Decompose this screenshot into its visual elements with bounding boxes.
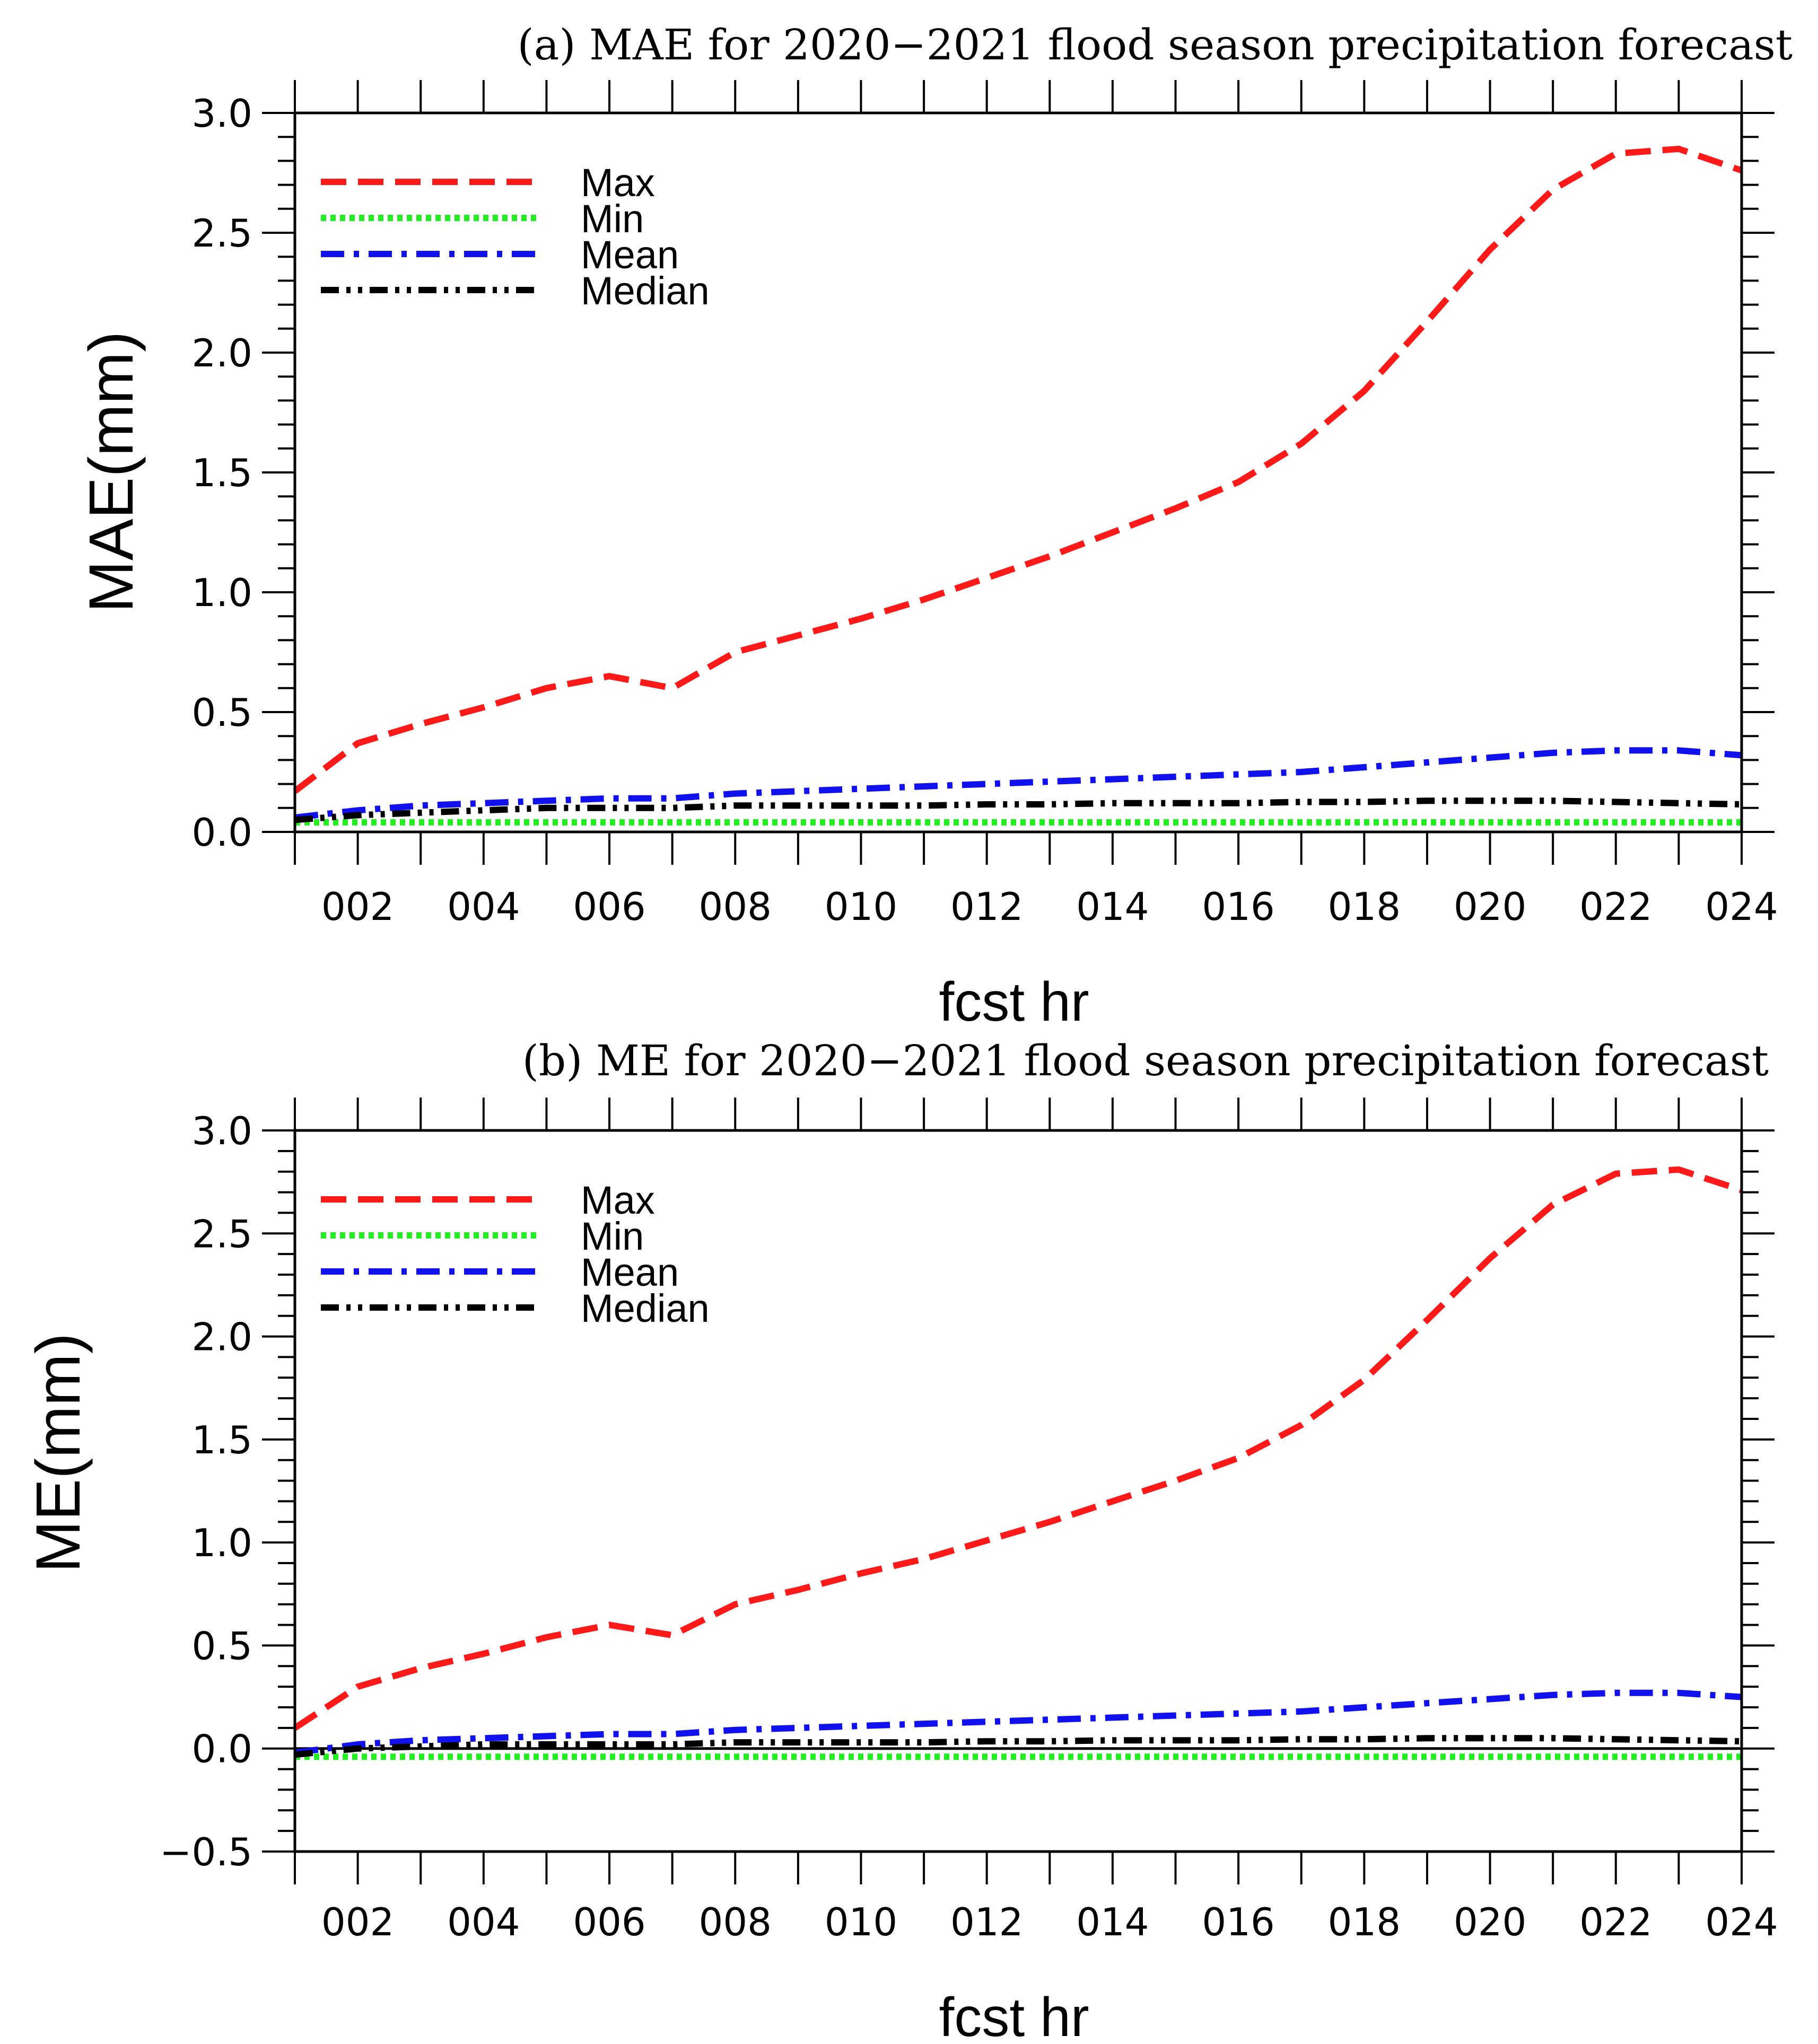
x-tick-label: 014 xyxy=(1076,1900,1149,1944)
panel-a-legend: Max Min Mean Median xyxy=(321,161,710,313)
panel-b-legend: Max Min Mean Median xyxy=(321,1178,710,1330)
y-tick-label: 0.0 xyxy=(191,1727,252,1771)
panel-b-series xyxy=(293,1166,1743,1760)
x-tick-label: 020 xyxy=(1454,884,1526,929)
x-tick-label: 012 xyxy=(950,884,1023,929)
legend-label-max: Max xyxy=(581,1178,655,1222)
y-tick-label: 2.0 xyxy=(191,1315,252,1359)
y-tick-label: 2.0 xyxy=(191,331,252,375)
y-tick-label: 1.0 xyxy=(191,1521,252,1565)
legend-label-median: Median xyxy=(581,269,710,313)
x-tick-label: 010 xyxy=(825,884,897,929)
x-tick-label: 018 xyxy=(1328,1900,1401,1944)
panel-a-series xyxy=(293,145,1743,826)
panel-b-ticks: 002 004 006 008 010 012 014 016 018 020 022 024 −0.5… xyxy=(160,1098,1778,1944)
y-tick-label: 0.0 xyxy=(191,810,252,855)
legend-label-min: Min xyxy=(581,197,644,241)
panel-b-ylabel: ME(mm) xyxy=(23,1333,93,1573)
panel-a-title: (a) MAE for 2020−2021 flood season preci… xyxy=(518,20,1793,69)
y-tick-label: 2.5 xyxy=(191,211,252,256)
panel-a-mae: (a) MAE for 2020−2021 flood season preci… xyxy=(76,20,1793,1033)
y-tick-label: 0.5 xyxy=(191,1624,252,1668)
x-tick-label: 024 xyxy=(1705,1900,1778,1944)
series-line-median xyxy=(294,1735,1742,1758)
panel-b-title: (b) ME for 2020−2021 flood season precip… xyxy=(522,1036,1769,1085)
series-line-max xyxy=(293,145,1743,794)
panel-b-xlabel: fcst hr xyxy=(939,1987,1089,2044)
x-tick-label: 024 xyxy=(1705,884,1778,929)
x-tick-label: 004 xyxy=(447,1900,520,1944)
y-tick-label: −0.5 xyxy=(160,1830,252,1874)
panel-b-frame xyxy=(293,1129,1743,1853)
y-tick-label: 2.5 xyxy=(191,1212,252,1256)
y-tick-label: 1.0 xyxy=(191,571,252,615)
x-tick-label: 010 xyxy=(825,1900,897,1944)
panel-a-xlabel: fcst hr xyxy=(939,971,1089,1033)
x-tick-label: 002 xyxy=(321,884,394,929)
y-tick-label: 3.0 xyxy=(191,1109,252,1153)
x-tick-label: 018 xyxy=(1328,884,1401,929)
series-line-mean xyxy=(294,1689,1742,1756)
y-tick-label: 3.0 xyxy=(191,91,252,136)
x-tick-label: 020 xyxy=(1454,1900,1526,1944)
y-tick-label: 1.5 xyxy=(191,451,252,495)
series-line-median xyxy=(294,797,1742,823)
legend-label-mean: Mean xyxy=(581,1250,679,1294)
x-tick-label: 022 xyxy=(1579,884,1652,929)
legend-label-mean: Mean xyxy=(581,233,679,277)
panel-a-ticks: 002 004 006 008 010 012 014 016 018 020 022 024 0.0 0… xyxy=(191,80,1778,929)
x-tick-label: 008 xyxy=(699,884,772,929)
y-tick-label: 0.5 xyxy=(191,690,252,735)
x-tick-label: 016 xyxy=(1202,884,1274,929)
x-tick-label: 016 xyxy=(1202,1900,1274,1944)
y-tick-label: 1.5 xyxy=(191,1418,252,1462)
x-tick-label: 006 xyxy=(573,884,645,929)
x-tick-label: 012 xyxy=(950,1900,1023,1944)
x-tick-label: 014 xyxy=(1076,884,1149,929)
series-line-max xyxy=(293,1166,1743,1731)
x-tick-label: 022 xyxy=(1579,1900,1652,1944)
x-tick-label: 008 xyxy=(699,1900,772,1944)
series-line-mean xyxy=(294,747,1742,821)
legend-label-median: Median xyxy=(581,1286,710,1330)
x-tick-label: 004 xyxy=(447,884,520,929)
panel-a-frame xyxy=(293,111,1743,834)
panel-a-ylabel: MAE(mm) xyxy=(76,331,146,613)
x-tick-label: 006 xyxy=(573,1900,645,1944)
x-tick-label: 002 xyxy=(321,1900,394,1944)
legend-label-max: Max xyxy=(581,161,655,205)
legend-label-min: Min xyxy=(581,1214,644,1258)
panel-b-me: (b) ME for 2020−2021 flood season precip… xyxy=(23,1036,1778,2044)
